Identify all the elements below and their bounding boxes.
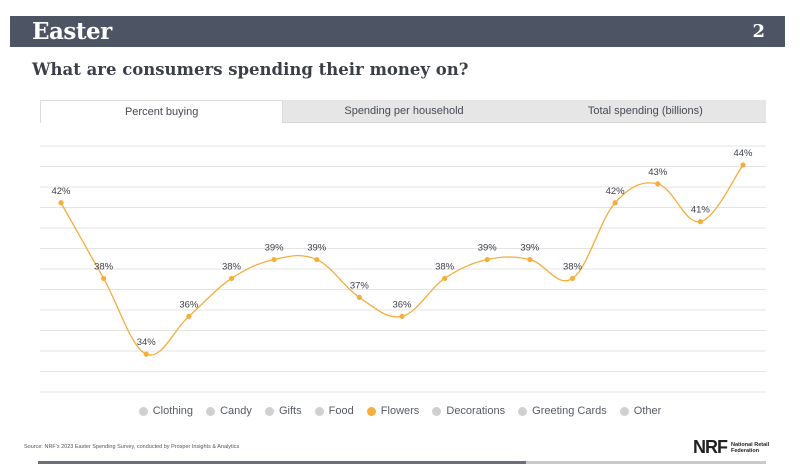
legend-dot-gifts (264, 406, 274, 416)
data-label: 38% (222, 261, 242, 272)
legend-item-decorations[interactable]: Decorations (432, 405, 505, 417)
tab-bar: Percent buying Spending per household To… (40, 100, 766, 123)
legend-label-food: Food (328, 405, 354, 417)
data-point[interactable] (655, 181, 661, 187)
legend-item-food[interactable]: Food (314, 405, 354, 417)
data-point[interactable] (484, 256, 490, 263)
series-line-flowers (60, 164, 744, 356)
legend-item-flowers[interactable]: Flowers (366, 405, 420, 417)
data-label: 44% (733, 148, 753, 159)
legend-item-other[interactable]: Other (619, 405, 662, 417)
data-point[interactable] (697, 219, 703, 225)
data-point[interactable] (527, 256, 533, 263)
legend-dot-candy (206, 406, 216, 416)
legend-dot-flowers (366, 406, 376, 416)
data-point[interactable] (186, 313, 192, 319)
legend-dot-decorations (432, 406, 442, 416)
tab-spending-per-household[interactable]: Spending per household (283, 100, 525, 123)
legend-dot-other (619, 406, 629, 416)
data-point[interactable] (228, 275, 235, 282)
data-point[interactable] (740, 162, 746, 168)
data-point[interactable] (314, 256, 320, 263)
data-point[interactable] (356, 294, 362, 300)
header-title: Easter (32, 18, 112, 45)
legend-label-flowers: Flowers (380, 405, 420, 417)
data-label: 37% (350, 280, 370, 291)
legend-dot-clothing (138, 406, 148, 416)
page-number: 2 (752, 21, 765, 42)
logo-name: National Retail Federation (731, 441, 770, 454)
legend-dot-food (314, 406, 324, 416)
source-note: Source: NRF's 2023 Easter Spending Surve… (24, 444, 240, 450)
data-label: 39% (520, 243, 540, 254)
data-point[interactable] (612, 200, 618, 206)
data-label: 39% (265, 243, 285, 254)
chart-legend: Clothing Candy Gifts Food Flowers Decora… (0, 405, 800, 419)
legend-label-clothing: Clothing (152, 405, 194, 417)
logo-mark: NRF (693, 437, 728, 457)
data-point[interactable] (143, 351, 149, 357)
data-label: 41% (691, 205, 711, 216)
legend-label-other: Other (633, 405, 662, 417)
data-point[interactable] (442, 275, 448, 282)
legend-dot-greeting-cards (518, 406, 528, 416)
data-label: 39% (307, 243, 327, 254)
data-label: 34% (137, 337, 157, 348)
data-point[interactable] (58, 200, 64, 206)
data-label: 38% (94, 261, 114, 272)
tab-percent-buying[interactable]: Percent buying (40, 100, 284, 123)
data-label: 42% (606, 186, 626, 197)
legend-item-greeting-cards[interactable]: Greeting Cards (518, 405, 607, 417)
nrf-logo: NRF National Retail Federation (693, 437, 771, 458)
tab-total-spending[interactable]: Total spending (billions) (524, 100, 766, 123)
legend-label-gifts: Gifts (278, 405, 302, 417)
data-point[interactable] (101, 275, 107, 282)
header-bar: Easter 2 (10, 16, 785, 47)
legend-item-clothing[interactable]: Clothing (138, 405, 194, 417)
progress-bar-filled (38, 461, 526, 464)
legend-label-decorations: Decorations (446, 405, 506, 417)
legend-label-candy: Candy (220, 405, 252, 417)
data-label: 43% (648, 167, 668, 178)
legend-label-greeting-cards: Greeting Cards (532, 405, 607, 417)
data-label: 39% (478, 243, 498, 254)
data-point[interactable] (399, 313, 405, 319)
data-label: 36% (392, 299, 412, 310)
legend-item-gifts[interactable]: Gifts (264, 405, 302, 417)
data-label: 42% (51, 186, 71, 197)
legend-item-candy[interactable]: Candy (206, 405, 252, 417)
data-label: 38% (435, 261, 455, 272)
data-label: 38% (563, 261, 583, 272)
data-point[interactable] (569, 275, 576, 282)
data-label: 36% (179, 299, 199, 310)
data-point[interactable] (271, 256, 277, 263)
page-headline: What are consumers spending their money … (32, 60, 469, 79)
progress-bar-track (526, 461, 766, 464)
